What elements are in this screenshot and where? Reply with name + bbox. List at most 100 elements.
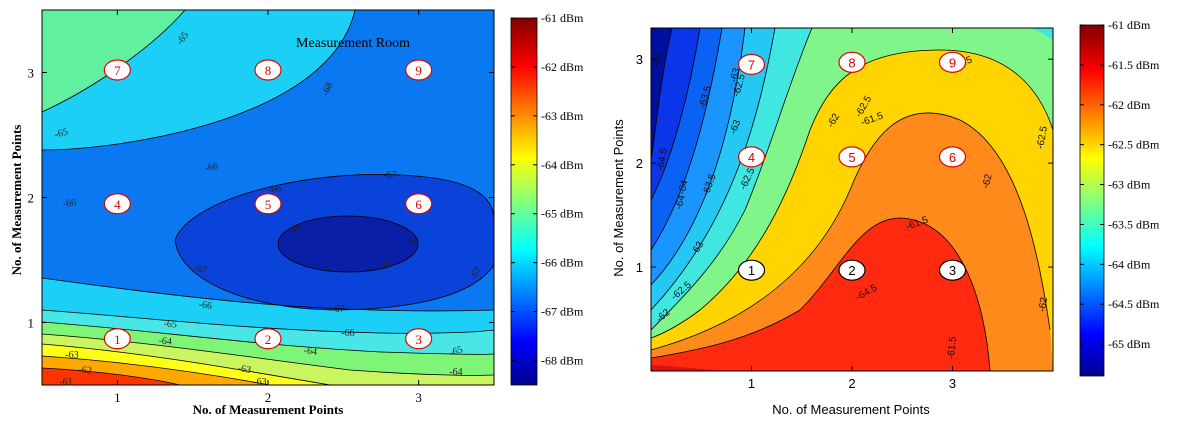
left-contour-labels: -65-65-66-66-66-67-67-67 -67-68-68-68-67-… (53, 30, 483, 388)
left-contour-label: -67 (383, 170, 396, 181)
left-contour-line (42, 367, 181, 385)
left-point-marker (405, 328, 433, 350)
left-contour-line (42, 343, 331, 385)
left-point-label: 7 (114, 63, 121, 78)
left-contour-label: -63 (237, 363, 252, 376)
left-contour-label: -66 (267, 183, 282, 196)
left-contour-label: -64 (303, 345, 318, 358)
left-band-deepest (278, 216, 418, 272)
right-contour-label: -64.5 (655, 147, 670, 172)
left-contour-label: -66 (198, 299, 213, 312)
right-point-marker (838, 146, 866, 168)
left-point-label: 4 (114, 197, 121, 212)
left-point-marker (103, 328, 131, 350)
right-point-marker (938, 146, 967, 168)
right-measurement-points: 1 2 3 4 5 6 7 8 9 (737, 51, 967, 281)
left-y-tick-label: 3 (28, 66, 35, 81)
left-y-axis-label: No. of Measurement Points (9, 125, 24, 276)
right-point-label: 3 (949, 263, 956, 278)
left-colorbar-scale (510, 17, 538, 386)
left-colorbar-ticks: -61 dBm -62 dBm -63 dBm -64 dBm -65 dBm -66 d… (511, 11, 584, 368)
left-contour-line (174, 174, 494, 241)
left-colorbar-label: -63 dBm (541, 109, 584, 123)
right-contour-label: -63 (728, 118, 743, 136)
left-contour-label: -66 (204, 161, 219, 175)
right-band-darkred (651, 365, 720, 371)
right-point-marker (737, 53, 766, 75)
right-colorbar-label: -64.5 dBm (1108, 297, 1160, 311)
right-y-ticks: 1 2 3 (636, 52, 1053, 275)
left-point-label: 9 (415, 63, 422, 78)
right-point-marker (838, 259, 866, 281)
right-contour-label: -64 (673, 194, 687, 211)
left-contour-chart: -65-65-66-66-66-67-67-67 -67-68-68-68-67-… (9, 9, 495, 417)
left-x-ticks: 1 2 3 (114, 10, 422, 405)
left-contour-label: -64 (158, 335, 172, 347)
left-contour-label: -66 (62, 197, 77, 210)
right-point-label: 2 (848, 263, 855, 278)
left-contour-line (42, 10, 356, 151)
right-point-label: 1 (748, 263, 755, 278)
right-contour-label: -62.5 (1035, 125, 1050, 150)
left-contour-line (42, 309, 494, 334)
left-point-label: 3 (415, 332, 422, 347)
right-point-marker (938, 259, 967, 281)
right-colorbar-label: -65 dBm (1108, 337, 1151, 351)
left-contour-label: -68 (320, 81, 335, 97)
right-contour-chart: -64-63.5-63-62.5-62.5-63 -62-62.5-63.5-64… (611, 27, 1054, 417)
right-x-tick-label: 3 (949, 376, 956, 391)
right-band-red (651, 218, 990, 371)
left-contour-label: -67 (193, 263, 208, 277)
right-contour-label: -62 (1037, 296, 1050, 313)
left-point-label: 2 (265, 332, 272, 347)
left-contour-label: -66 (341, 328, 354, 339)
right-point-label: 9 (949, 55, 956, 70)
right-contour-line (651, 217, 991, 371)
right-contour-line (651, 28, 813, 331)
right-colorbar-scale (1079, 24, 1105, 377)
right-colorbar-ticks: -61 dBm -61.5 dBm -62 dBm -62.5 dBm -63 dBm -… (1080, 18, 1160, 351)
right-colorbar-label: -62.5 dBm (1108, 138, 1160, 152)
right-contour-label: -62 (980, 173, 994, 190)
right-contour-line (651, 28, 673, 161)
left-contour-label: -67 (379, 258, 395, 273)
left-colorbar-label: -66 dBm (541, 256, 584, 270)
left-colorbar-label: -62 dBm (541, 60, 584, 74)
right-contour-line (651, 28, 723, 251)
right-y-tick-label: 1 (636, 260, 643, 275)
left-point-marker (103, 59, 131, 81)
left-contour-line (277, 215, 419, 273)
right-x-axis-label: No. of Measurement Points (772, 402, 930, 417)
left-point-label: 8 (265, 63, 272, 78)
left-colorbar: -61 dBm -62 dBm -63 dBm -64 dBm -65 dBm -66 d… (510, 11, 584, 386)
right-point-label: 6 (949, 150, 956, 165)
right-colorbar-label: -61 dBm (1108, 18, 1151, 32)
left-contour-label: -68 (405, 236, 418, 247)
right-point-label: 4 (748, 150, 755, 165)
right-point-marker (938, 51, 967, 73)
left-contour-label: -63 (65, 350, 78, 361)
left-measurement-points: 1 2 3 4 5 6 7 8 9 (103, 59, 433, 350)
right-x-ticks: 1 2 3 (748, 28, 956, 391)
left-contour-label: -65 (448, 344, 464, 359)
right-y-axis-label: No. of Measurement Points (611, 119, 626, 277)
right-contour-line (651, 49, 1053, 339)
left-point-marker (254, 193, 282, 215)
right-point-label: 5 (848, 150, 855, 165)
left-colorbar-label: -64 dBm (541, 158, 584, 172)
left-contour-line (174, 239, 494, 311)
left-contour-lines (42, 10, 494, 385)
right-colorbar-label: -63.5 dBm (1108, 217, 1160, 231)
left-contour-label: -63 (253, 377, 266, 388)
left-contour-line (42, 277, 494, 312)
left-colorbar-label: -65 dBm (541, 207, 584, 221)
left-x-tick-label: 2 (265, 390, 272, 405)
left-point-marker (103, 193, 131, 215)
right-colorbar-label: -63 dBm (1108, 178, 1151, 192)
right-point-marker (737, 146, 766, 168)
right-point-label: 7 (748, 57, 755, 72)
left-contour-label: -62 (78, 364, 92, 376)
right-contour-fill (651, 28, 1053, 371)
left-x-tick-label: 3 (415, 390, 422, 405)
